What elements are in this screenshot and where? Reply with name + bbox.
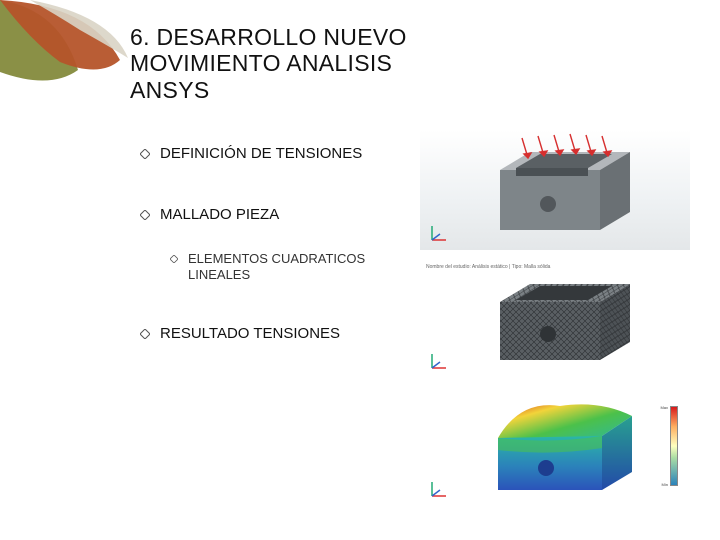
triad-icon [428, 478, 450, 500]
bullet-diamond-icon [170, 255, 178, 263]
figure-tensions-definition [420, 130, 690, 250]
bullet-text: DEFINICIÓN DE TENSIONES [160, 145, 362, 164]
list-item: MALLADO PIEZA [140, 206, 400, 225]
bullet-text: RESULTADO TENSIONES [160, 325, 340, 344]
legend-gradient [670, 406, 678, 486]
bullet-diamond-icon [140, 210, 150, 220]
slide-title: 6. DESARROLLO NUEVO MOVIMIENTO ANALISIS … [130, 24, 430, 103]
bullet-text: ELEMENTOS CUADRATICOS LINEALES [188, 251, 400, 284]
bullet-diamond-icon [140, 149, 150, 159]
bullet-diamond-icon [140, 329, 150, 339]
figure-mesh: Nombre del estudio: Análisis estático | … [420, 258, 690, 378]
fea-result-icon [420, 386, 690, 506]
triad-icon [428, 222, 450, 244]
list-item: RESULTADO TENSIONES [140, 325, 400, 344]
figure-caption: Nombre del estudio: Análisis estático | … [426, 264, 550, 270]
bullet-list: DEFINICIÓN DE TENSIONES MALLADO PIEZA EL… [140, 145, 400, 352]
color-legend [670, 406, 684, 486]
list-item: ELEMENTOS CUADRATICOS LINEALES [170, 251, 400, 284]
legend-ticks: Max Min [660, 404, 668, 489]
triad-icon [428, 350, 450, 372]
cad-box-icon [420, 130, 690, 250]
list-item: DEFINICIÓN DE TENSIONES [140, 145, 400, 164]
leaf-decoration-icon [0, 0, 130, 130]
figure-column: Nombre del estudio: Análisis estático | … [420, 130, 690, 514]
slide: 6. DESARROLLO NUEVO MOVIMIENTO ANALISIS … [0, 0, 720, 540]
mesh-box-icon [420, 258, 690, 378]
bullet-text: MALLADO PIEZA [160, 206, 279, 225]
figure-stress-result: Max Min [420, 386, 690, 506]
